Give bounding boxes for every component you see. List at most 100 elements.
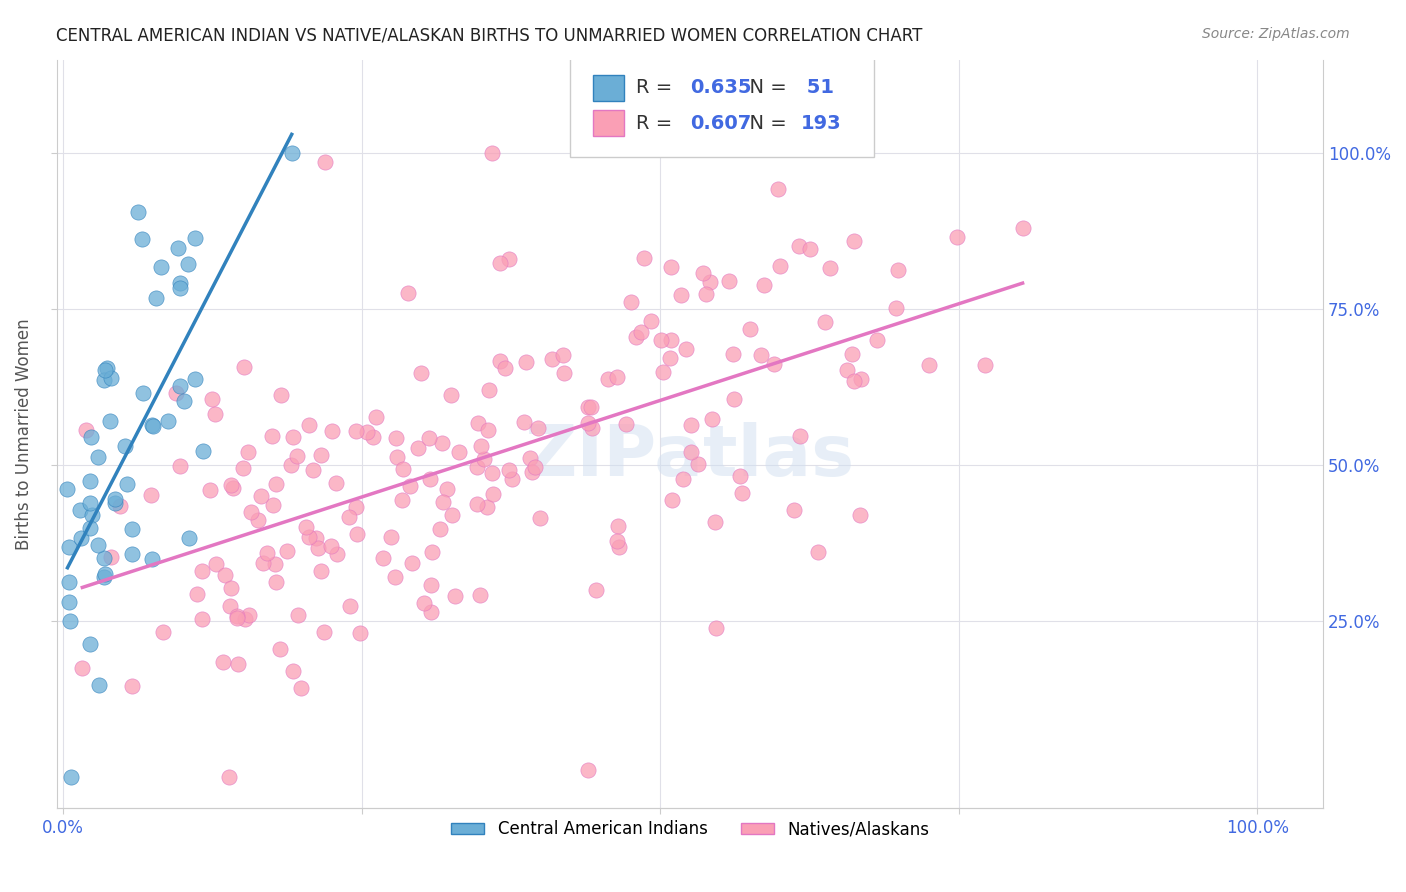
- Natives/Alaskans: [269, 642, 291, 657]
- Natives/Alaskans: [494, 361, 516, 376]
- Natives/Alaskans: [401, 556, 423, 570]
- Central American Indians: [177, 256, 200, 270]
- Central American Indians: [127, 205, 149, 219]
- Natives/Alaskans: [396, 286, 419, 301]
- Natives/Alaskans: [311, 564, 333, 578]
- Central American Indians: [141, 417, 163, 432]
- Natives/Alaskans: [384, 431, 406, 445]
- Natives/Alaskans: [540, 352, 562, 367]
- Natives/Alaskans: [918, 359, 941, 373]
- Natives/Alaskans: [191, 564, 214, 578]
- Natives/Alaskans: [465, 497, 488, 511]
- Central American Indians: [58, 574, 80, 589]
- Natives/Alaskans: [432, 436, 454, 450]
- Natives/Alaskans: [524, 460, 547, 475]
- Natives/Alaskans: [432, 495, 454, 509]
- Central American Indians: [169, 379, 191, 393]
- Natives/Alaskans: [429, 522, 451, 536]
- Natives/Alaskans: [281, 665, 304, 679]
- Natives/Alaskans: [681, 445, 703, 459]
- Natives/Alaskans: [522, 465, 544, 479]
- Central American Indians: [60, 770, 83, 784]
- Central American Indians: [80, 430, 103, 444]
- Natives/Alaskans: [201, 392, 224, 406]
- Natives/Alaskans: [624, 329, 647, 343]
- Natives/Alaskans: [301, 463, 323, 477]
- Natives/Alaskans: [141, 488, 163, 502]
- Natives/Alaskans: [169, 459, 191, 474]
- Natives/Alaskans: [198, 483, 221, 498]
- Natives/Alaskans: [295, 519, 318, 533]
- Natives/Alaskans: [420, 544, 443, 558]
- Natives/Alaskans: [849, 372, 872, 386]
- Natives/Alaskans: [307, 541, 329, 555]
- Natives/Alaskans: [787, 239, 810, 253]
- Natives/Alaskans: [769, 260, 792, 274]
- Natives/Alaskans: [344, 500, 367, 515]
- Natives/Alaskans: [730, 486, 752, 500]
- Natives/Alaskans: [247, 513, 270, 527]
- Natives/Alaskans: [100, 550, 122, 565]
- Central American Indians: [166, 241, 188, 255]
- Natives/Alaskans: [75, 423, 97, 437]
- Natives/Alaskans: [366, 409, 388, 424]
- Natives/Alaskans: [256, 546, 278, 560]
- Natives/Alaskans: [346, 527, 368, 541]
- Natives/Alaskans: [481, 466, 503, 480]
- Text: R =: R =: [636, 114, 678, 133]
- Natives/Alaskans: [276, 544, 298, 558]
- Central American Indians: [87, 538, 110, 552]
- Natives/Alaskans: [467, 417, 489, 431]
- Central American Indians: [141, 552, 163, 566]
- Natives/Alaskans: [652, 365, 675, 379]
- Natives/Alaskans: [205, 558, 228, 572]
- Natives/Alaskans: [465, 459, 488, 474]
- Text: 0.607: 0.607: [690, 114, 751, 133]
- Natives/Alaskans: [702, 412, 724, 426]
- Natives/Alaskans: [553, 366, 575, 380]
- Natives/Alaskans: [413, 596, 436, 610]
- Natives/Alaskans: [766, 181, 789, 195]
- Natives/Alaskans: [946, 230, 969, 244]
- Natives/Alaskans: [309, 448, 332, 462]
- Natives/Alaskans: [579, 400, 602, 414]
- Central American Indians: [193, 443, 215, 458]
- Natives/Alaskans: [226, 608, 249, 623]
- Text: CENTRAL AMERICAN INDIAN VS NATIVE/ALASKAN BIRTHS TO UNMARRIED WOMEN CORRELATION : CENTRAL AMERICAN INDIAN VS NATIVE/ALASKA…: [56, 27, 922, 45]
- Natives/Alaskans: [818, 260, 841, 275]
- Natives/Alaskans: [232, 359, 254, 374]
- Natives/Alaskans: [314, 155, 336, 169]
- Central American Indians: [93, 570, 115, 584]
- Central American Indians: [183, 230, 205, 244]
- Natives/Alaskans: [472, 452, 495, 467]
- Central American Indians: [94, 362, 117, 376]
- Natives/Alaskans: [264, 477, 287, 491]
- Natives/Alaskans: [287, 607, 309, 622]
- Natives/Alaskans: [204, 407, 226, 421]
- Natives/Alaskans: [581, 421, 603, 435]
- Central American Indians: [145, 291, 167, 305]
- Natives/Alaskans: [681, 417, 703, 432]
- Natives/Alaskans: [695, 287, 717, 301]
- Natives/Alaskans: [489, 256, 512, 270]
- Natives/Alaskans: [688, 457, 710, 471]
- Natives/Alaskans: [212, 655, 235, 669]
- Natives/Alaskans: [633, 251, 655, 265]
- Natives/Alaskans: [262, 498, 284, 512]
- Central American Indians: [169, 276, 191, 290]
- Natives/Alaskans: [361, 429, 384, 443]
- Natives/Alaskans: [650, 333, 672, 347]
- Natives/Alaskans: [447, 445, 470, 459]
- Natives/Alaskans: [337, 509, 360, 524]
- Natives/Alaskans: [297, 418, 319, 433]
- Natives/Alaskans: [606, 370, 628, 384]
- Natives/Alaskans: [799, 242, 821, 256]
- Central American Indians: [96, 361, 118, 376]
- Natives/Alaskans: [470, 439, 492, 453]
- Central American Indians: [70, 531, 93, 545]
- Natives/Alaskans: [384, 570, 406, 584]
- Central American Indians: [169, 281, 191, 295]
- Natives/Alaskans: [440, 387, 463, 401]
- Natives/Alaskans: [290, 681, 312, 696]
- Text: 193: 193: [800, 114, 841, 133]
